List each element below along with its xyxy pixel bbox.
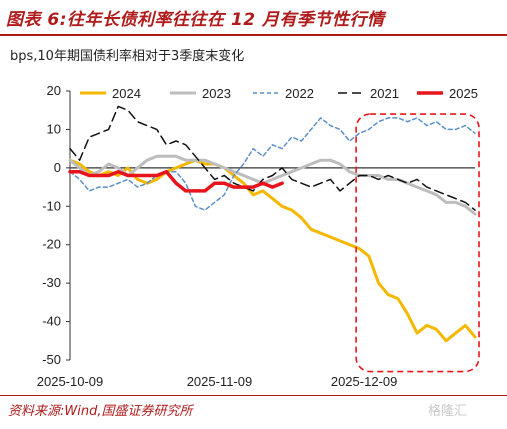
legend-bg xyxy=(245,85,327,101)
x-tick-label: 2025-12-09 xyxy=(331,374,398,389)
watermark: 格隆汇 xyxy=(428,404,468,419)
x-tick-label: 2025-11-09 xyxy=(187,374,253,389)
highlight-box xyxy=(355,113,480,373)
y-tick-label: -10 xyxy=(42,198,61,213)
legend-label-2023: 2023 xyxy=(202,86,231,101)
legend-bg xyxy=(409,85,491,101)
legend-bg xyxy=(162,85,244,101)
title-divider xyxy=(0,34,507,36)
source-note: 资料来源:Wind,国盛证券研究所 xyxy=(8,404,193,419)
y-tick-label: -20 xyxy=(42,237,61,252)
series-line-2023 xyxy=(68,154,477,216)
chart: bps,10年期国债利率相对于3季度末变化 20 10 0 -10 -20 -30 -40 -… xyxy=(10,48,491,389)
source-divider xyxy=(0,395,507,396)
legend-bg xyxy=(330,85,412,101)
x-tick-label: 2025-10-09 xyxy=(37,374,104,389)
y-tick-label: -50 xyxy=(42,352,61,367)
series-line-2021 xyxy=(69,105,476,211)
series-line-2022 xyxy=(69,117,476,211)
legend-label-2021: 2021 xyxy=(370,86,399,101)
y-tick-label: -30 xyxy=(42,275,61,290)
legend-label-2025: 2025 xyxy=(449,86,478,101)
legend-label-2022: 2022 xyxy=(285,86,314,101)
y-tick-label: 20 xyxy=(47,83,61,98)
y-tick-label: 0 xyxy=(54,160,61,175)
series-line-2024 xyxy=(68,158,477,343)
plot-area: 20 10 0 -10 -20 -30 -40 -50 2025-10-09 2025-11-09… xyxy=(37,83,491,389)
series-line-2025 xyxy=(68,169,284,193)
legend-bg xyxy=(72,85,154,101)
y-axis-label: bps,10年期国债利率相对于3季度末变化 xyxy=(10,48,244,64)
y-tick-label: -40 xyxy=(42,314,61,329)
y-tick-label: 10 xyxy=(47,121,61,136)
legend-label-2024: 2024 xyxy=(112,86,141,101)
figure-title: 图表 6:往年长债利率往往在 12 月有季节性行情 xyxy=(6,10,385,30)
